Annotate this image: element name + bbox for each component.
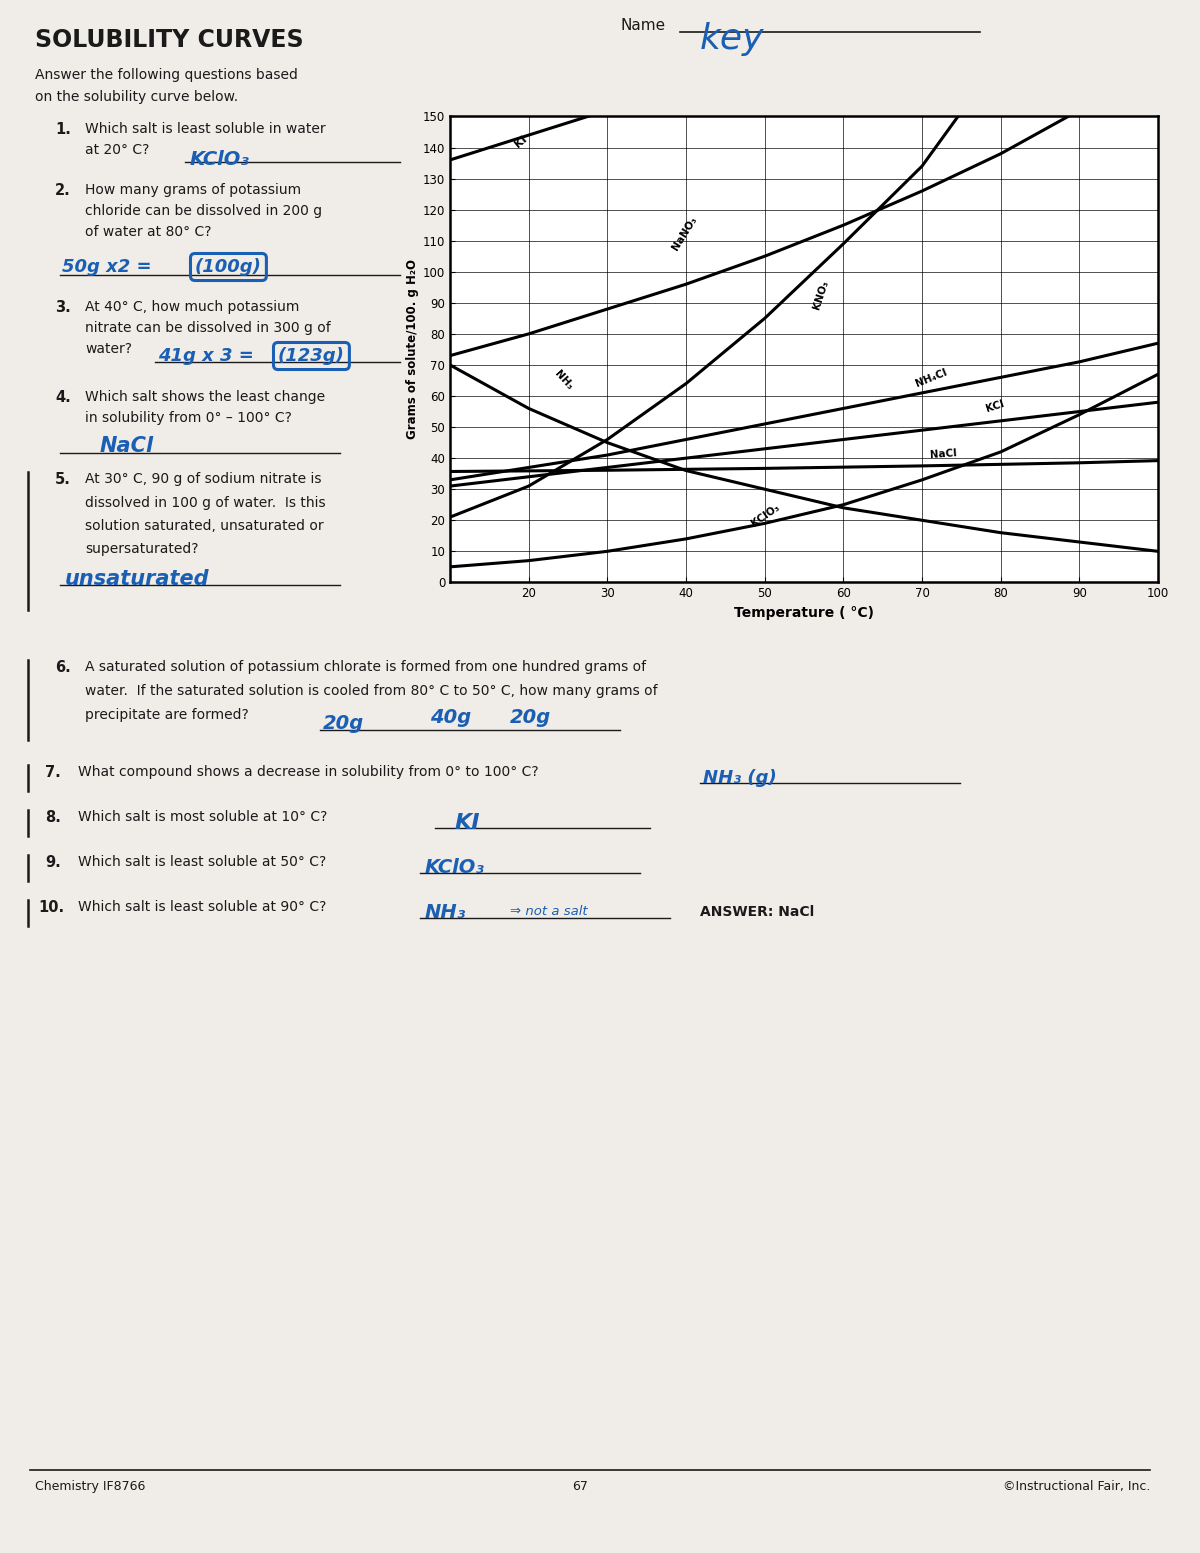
Text: KClO₃: KClO₃ — [190, 151, 250, 169]
Text: water?: water? — [85, 342, 132, 356]
Text: ANSWER: NaCl: ANSWER: NaCl — [700, 905, 815, 919]
Text: Which salt is least soluble at 90° C?: Which salt is least soluble at 90° C? — [78, 901, 326, 915]
Text: NH₃: NH₃ — [425, 902, 467, 922]
Text: 40g: 40g — [430, 708, 472, 727]
Text: A saturated solution of potassium chlorate is formed from one hundred grams of: A saturated solution of potassium chlora… — [85, 660, 646, 674]
Text: Answer the following questions based: Answer the following questions based — [35, 68, 298, 82]
Text: At 30° C, 90 g of sodium nitrate is: At 30° C, 90 g of sodium nitrate is — [85, 472, 322, 486]
Text: Name: Name — [620, 19, 665, 33]
Text: 4.: 4. — [55, 390, 71, 405]
Text: How many grams of potassium: How many grams of potassium — [85, 183, 301, 197]
Text: chloride can be dissolved in 200 g: chloride can be dissolved in 200 g — [85, 203, 322, 217]
Text: 5.: 5. — [55, 472, 71, 488]
Text: NH₄Cl: NH₄Cl — [914, 367, 949, 388]
Text: NaCl: NaCl — [930, 449, 958, 460]
Text: Which salt is least soluble in water: Which salt is least soluble in water — [85, 123, 325, 137]
Text: key: key — [700, 22, 764, 56]
Text: nitrate can be dissolved in 300 g of: nitrate can be dissolved in 300 g of — [85, 321, 331, 335]
Text: precipitate are formed?: precipitate are formed? — [85, 708, 248, 722]
Text: NaCl: NaCl — [100, 436, 154, 457]
Text: 67: 67 — [572, 1480, 588, 1492]
Text: KClO₃: KClO₃ — [425, 857, 485, 877]
Text: solution saturated, unsaturated or: solution saturated, unsaturated or — [85, 519, 324, 533]
Text: (123g): (123g) — [278, 346, 344, 365]
Text: Chemistry IF8766: Chemistry IF8766 — [35, 1480, 145, 1492]
Text: 20g: 20g — [323, 714, 365, 733]
Text: of water at 80° C?: of water at 80° C? — [85, 225, 211, 239]
Text: At 40° C, how much potassium: At 40° C, how much potassium — [85, 300, 299, 314]
Y-axis label: Grams of solute/100. g H₂O: Grams of solute/100. g H₂O — [406, 259, 419, 439]
Text: NH₃ (g): NH₃ (g) — [703, 769, 776, 787]
Text: water.  If the saturated solution is cooled from 80° C to 50° C, how many grams : water. If the saturated solution is cool… — [85, 683, 658, 697]
Text: 1.: 1. — [55, 123, 71, 137]
Text: 3.: 3. — [55, 300, 71, 315]
Text: in solubility from 0° – 100° C?: in solubility from 0° – 100° C? — [85, 412, 292, 426]
Text: 8.: 8. — [46, 811, 61, 825]
Text: on the solubility curve below.: on the solubility curve below. — [35, 90, 238, 104]
Text: 20g: 20g — [510, 708, 551, 727]
Text: SOLUBILITY CURVES: SOLUBILITY CURVES — [35, 28, 304, 51]
Text: 9.: 9. — [46, 856, 61, 870]
Text: KI: KI — [455, 814, 480, 832]
Text: 7.: 7. — [46, 766, 61, 780]
Text: KI: KI — [512, 134, 529, 149]
Text: at 20° C?: at 20° C? — [85, 143, 149, 157]
Text: (100g): (100g) — [194, 258, 262, 276]
Text: 2.: 2. — [55, 183, 71, 197]
Text: Which salt is most soluble at 10° C?: Which salt is most soluble at 10° C? — [78, 811, 328, 825]
X-axis label: Temperature ( °C): Temperature ( °C) — [734, 606, 874, 620]
Text: NH₃: NH₃ — [552, 368, 575, 391]
Text: What compound shows a decrease in solubility from 0° to 100° C?: What compound shows a decrease in solubi… — [78, 766, 539, 780]
Text: NaNO₃: NaNO₃ — [671, 214, 698, 252]
Text: Which salt shows the least change: Which salt shows the least change — [85, 390, 325, 404]
Text: 50g x2 =: 50g x2 = — [62, 258, 158, 276]
Text: KCl: KCl — [985, 398, 1006, 413]
Text: 6.: 6. — [55, 660, 71, 676]
Text: Which salt is least soluble at 50° C?: Which salt is least soluble at 50° C? — [78, 856, 326, 870]
Text: 10.: 10. — [38, 901, 64, 915]
Text: 41g x 3 =: 41g x 3 = — [158, 346, 260, 365]
Text: ⇒ not a salt: ⇒ not a salt — [510, 905, 588, 918]
Text: ©Instructional Fair, Inc.: ©Instructional Fair, Inc. — [1003, 1480, 1150, 1492]
Text: dissolved in 100 g of water.  Is this: dissolved in 100 g of water. Is this — [85, 495, 325, 509]
Text: supersaturated?: supersaturated? — [85, 542, 198, 556]
Text: KClO₃: KClO₃ — [749, 502, 781, 528]
Text: KNO₃: KNO₃ — [812, 280, 830, 311]
Text: unsaturated: unsaturated — [65, 568, 210, 589]
